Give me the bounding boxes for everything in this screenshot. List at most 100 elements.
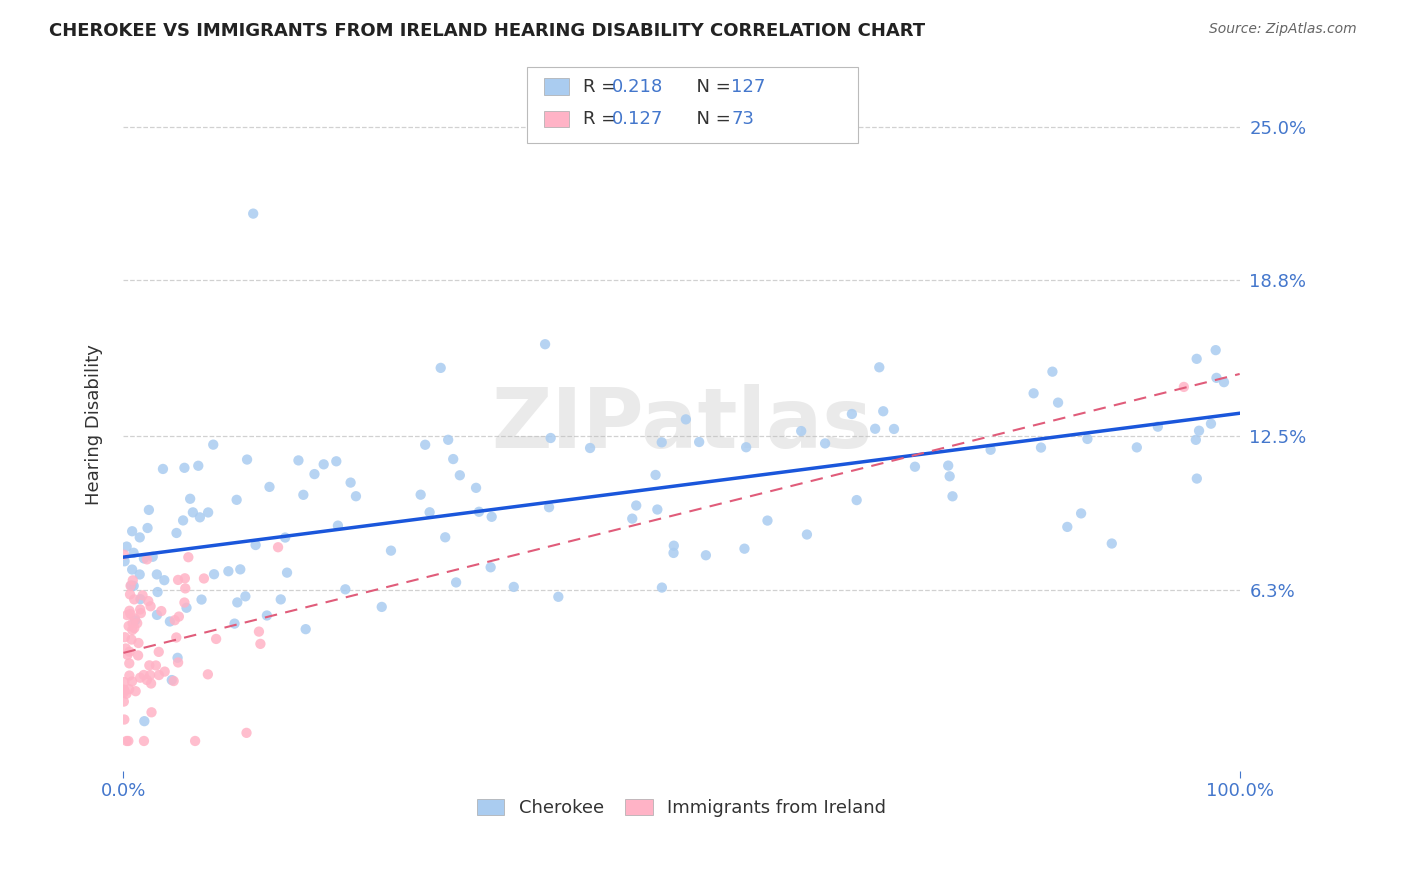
Point xyxy=(134,714,156,728)
Text: 0.218: 0.218 xyxy=(612,78,662,95)
Point xyxy=(124,611,146,625)
Point xyxy=(814,436,837,450)
Point xyxy=(179,491,201,506)
Text: ZIPatlas: ZIPatlas xyxy=(491,384,872,465)
Point xyxy=(115,608,138,623)
Point xyxy=(136,521,159,535)
Point xyxy=(441,452,464,467)
Point xyxy=(152,462,174,476)
Point xyxy=(235,726,257,740)
Point xyxy=(188,510,211,524)
Point xyxy=(249,637,271,651)
Point xyxy=(409,488,432,502)
Point xyxy=(112,675,135,690)
Point xyxy=(118,682,141,697)
Point xyxy=(112,713,135,727)
Point xyxy=(325,454,347,468)
Text: Source: ZipAtlas.com: Source: ZipAtlas.com xyxy=(1209,22,1357,37)
Point xyxy=(115,641,138,656)
Point xyxy=(150,604,173,618)
Point xyxy=(128,567,150,582)
Point xyxy=(941,489,963,503)
Point xyxy=(193,572,215,586)
Point xyxy=(121,674,143,689)
Point xyxy=(662,546,685,560)
Point xyxy=(245,538,267,552)
Point xyxy=(124,613,146,627)
Point xyxy=(735,440,758,454)
Point xyxy=(127,648,149,663)
Point xyxy=(1205,371,1227,385)
Point xyxy=(117,648,139,662)
Point xyxy=(112,682,135,697)
Point xyxy=(202,437,225,451)
Point xyxy=(131,588,153,602)
Point xyxy=(1056,520,1078,534)
Point xyxy=(547,590,569,604)
Point xyxy=(132,668,155,682)
Point xyxy=(117,619,139,633)
Point xyxy=(312,458,335,472)
Point xyxy=(225,492,247,507)
Point xyxy=(129,592,152,607)
Point xyxy=(1101,536,1123,550)
Point xyxy=(176,600,198,615)
Point xyxy=(790,424,813,438)
Point xyxy=(146,607,169,622)
Point xyxy=(287,453,309,467)
Point xyxy=(173,571,195,585)
Text: R =: R = xyxy=(583,78,623,95)
Point xyxy=(449,468,471,483)
Point xyxy=(187,458,209,473)
Point xyxy=(796,527,818,541)
Point xyxy=(344,489,367,503)
Point xyxy=(872,404,894,418)
Point xyxy=(274,531,297,545)
Point xyxy=(235,590,257,604)
Point xyxy=(167,656,190,670)
Point xyxy=(1205,343,1227,358)
Point xyxy=(122,579,145,593)
Point xyxy=(202,567,225,582)
Point xyxy=(120,578,142,592)
Point xyxy=(121,524,143,539)
Point xyxy=(335,582,357,597)
Point xyxy=(1029,441,1052,455)
Point xyxy=(247,624,270,639)
Point xyxy=(868,360,890,375)
Point xyxy=(437,433,460,447)
Point xyxy=(184,734,207,748)
Point xyxy=(118,668,141,682)
Point xyxy=(1185,433,1208,447)
Point xyxy=(114,554,136,568)
Point xyxy=(122,592,145,607)
Point xyxy=(468,505,491,519)
Point xyxy=(139,676,162,690)
Point xyxy=(647,502,669,516)
Point xyxy=(621,511,644,525)
Point xyxy=(181,505,204,519)
Point xyxy=(173,460,195,475)
Text: 127: 127 xyxy=(731,78,765,95)
Point xyxy=(112,548,135,562)
Point xyxy=(1173,380,1195,394)
Point xyxy=(1146,419,1168,434)
Point xyxy=(675,412,697,426)
Point xyxy=(205,632,228,646)
Point xyxy=(146,585,169,599)
Point xyxy=(1185,472,1208,486)
Text: R =: R = xyxy=(583,110,623,128)
Point xyxy=(444,575,467,590)
Point xyxy=(135,673,157,687)
Point xyxy=(1185,351,1208,366)
Text: N =: N = xyxy=(685,78,737,95)
Point xyxy=(326,518,349,533)
Point xyxy=(938,469,960,483)
Point xyxy=(465,481,488,495)
Point xyxy=(166,650,188,665)
Point xyxy=(419,505,441,519)
Point xyxy=(883,422,905,436)
Point xyxy=(695,548,717,562)
Point xyxy=(651,435,673,450)
Point xyxy=(904,459,927,474)
